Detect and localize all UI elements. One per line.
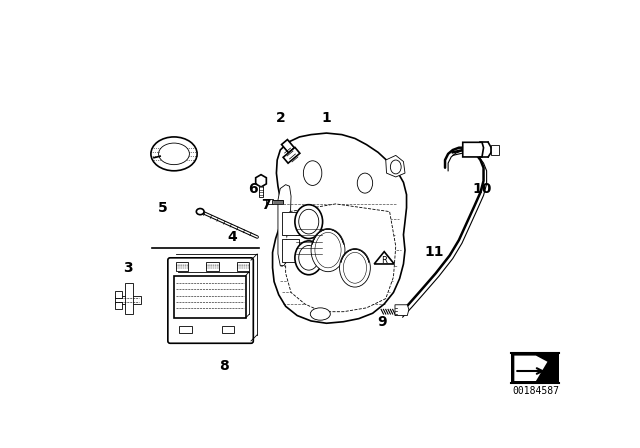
FancyBboxPatch shape bbox=[206, 262, 219, 271]
Polygon shape bbox=[255, 175, 266, 187]
Polygon shape bbox=[272, 200, 283, 203]
Ellipse shape bbox=[303, 161, 322, 185]
Text: R: R bbox=[381, 256, 387, 265]
Polygon shape bbox=[386, 155, 405, 177]
Text: 11: 11 bbox=[424, 246, 444, 259]
Text: 5: 5 bbox=[157, 201, 167, 215]
Polygon shape bbox=[115, 296, 141, 304]
Ellipse shape bbox=[151, 137, 197, 171]
Text: 4: 4 bbox=[227, 230, 237, 244]
Text: 9: 9 bbox=[377, 314, 387, 329]
Text: 10: 10 bbox=[472, 181, 492, 195]
Polygon shape bbox=[282, 140, 294, 153]
Polygon shape bbox=[273, 133, 406, 323]
Polygon shape bbox=[374, 252, 394, 264]
Polygon shape bbox=[115, 302, 122, 310]
Ellipse shape bbox=[295, 205, 323, 238]
Polygon shape bbox=[115, 291, 122, 298]
Polygon shape bbox=[395, 305, 409, 315]
Ellipse shape bbox=[159, 143, 189, 165]
FancyBboxPatch shape bbox=[175, 262, 188, 271]
Polygon shape bbox=[283, 147, 300, 163]
FancyBboxPatch shape bbox=[221, 326, 234, 333]
FancyBboxPatch shape bbox=[511, 353, 559, 383]
Ellipse shape bbox=[344, 252, 367, 283]
Text: 3: 3 bbox=[123, 261, 132, 275]
FancyBboxPatch shape bbox=[174, 276, 246, 318]
Ellipse shape bbox=[310, 308, 330, 320]
Ellipse shape bbox=[390, 160, 401, 174]
Polygon shape bbox=[492, 145, 499, 155]
Text: 00184587: 00184587 bbox=[513, 386, 559, 396]
Ellipse shape bbox=[315, 233, 341, 268]
Polygon shape bbox=[266, 199, 273, 204]
Polygon shape bbox=[278, 185, 291, 266]
FancyBboxPatch shape bbox=[282, 238, 299, 262]
Polygon shape bbox=[463, 142, 484, 157]
Polygon shape bbox=[515, 356, 547, 381]
FancyBboxPatch shape bbox=[168, 258, 253, 343]
FancyBboxPatch shape bbox=[179, 326, 192, 333]
Ellipse shape bbox=[196, 208, 204, 215]
Text: 6: 6 bbox=[248, 181, 257, 195]
FancyBboxPatch shape bbox=[282, 211, 299, 235]
Text: 1: 1 bbox=[321, 111, 332, 125]
Ellipse shape bbox=[295, 241, 323, 275]
Ellipse shape bbox=[299, 209, 319, 234]
Ellipse shape bbox=[311, 228, 345, 271]
Polygon shape bbox=[285, 204, 396, 312]
Polygon shape bbox=[125, 283, 133, 314]
Ellipse shape bbox=[299, 246, 319, 270]
Text: 7: 7 bbox=[262, 198, 271, 212]
Ellipse shape bbox=[357, 173, 372, 193]
Text: 8: 8 bbox=[219, 358, 229, 373]
Text: 2: 2 bbox=[275, 111, 285, 125]
FancyBboxPatch shape bbox=[237, 262, 250, 271]
Ellipse shape bbox=[340, 249, 371, 287]
Polygon shape bbox=[259, 186, 263, 197]
